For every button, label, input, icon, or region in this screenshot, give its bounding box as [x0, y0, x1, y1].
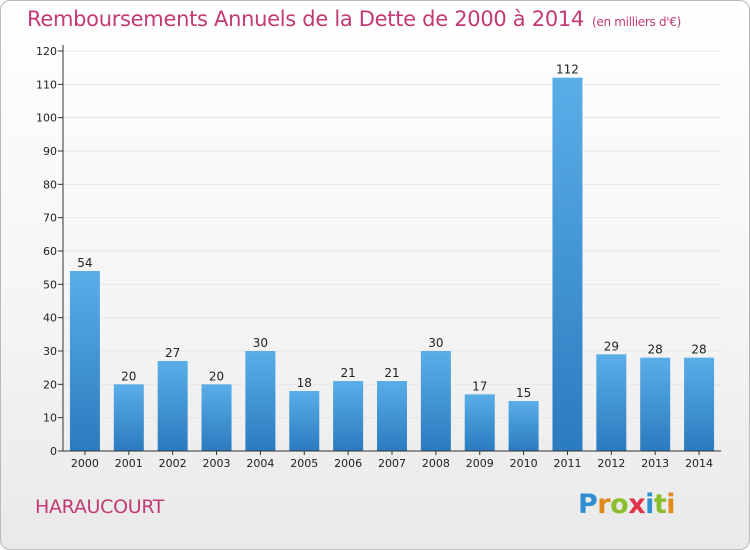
y-tick-label: 40	[43, 312, 57, 325]
logo-letter: i	[666, 489, 676, 520]
bar-2008	[420, 351, 451, 451]
data-label-2007: 21	[384, 366, 399, 380]
x-tick-label-2006: 2006	[334, 457, 362, 470]
axes	[58, 45, 721, 455]
bars	[69, 77, 715, 452]
logo-letter: i	[645, 489, 654, 520]
x-tick-label-2002: 2002	[159, 457, 187, 470]
chart-subtitle: (en milliers d'€)	[592, 15, 682, 29]
x-tick-label-2005: 2005	[290, 457, 318, 470]
bar-2011	[552, 77, 583, 452]
bar-2005	[289, 391, 320, 451]
x-tick-label-2008: 2008	[422, 457, 450, 470]
data-label-2005: 18	[297, 376, 312, 390]
bar-2012	[596, 354, 627, 451]
x-tick-label-2013: 2013	[641, 457, 669, 470]
data-label-2010: 15	[516, 386, 531, 400]
x-tick-label-2004: 2004	[246, 457, 274, 470]
x-tick-label-2001: 2001	[115, 457, 143, 470]
data-label-2008: 30	[428, 336, 443, 350]
bar-2001	[113, 384, 144, 451]
logo-letter: r	[597, 489, 611, 520]
data-label-2002: 27	[165, 346, 180, 360]
bar-2004	[245, 351, 276, 451]
logo-letter: o	[610, 489, 629, 520]
x-tick-label-2012: 2012	[597, 457, 625, 470]
bar-2010	[508, 401, 539, 451]
y-tick-label: 110	[36, 78, 57, 91]
bar-2009	[464, 394, 495, 451]
proxiti-logo: Proxiti	[578, 489, 676, 520]
bar-2006	[333, 381, 364, 451]
y-tick-label: 20	[43, 378, 57, 391]
data-label-2009: 17	[472, 379, 487, 393]
y-tick-label: 60	[43, 245, 57, 258]
x-tick-label-2003: 2003	[203, 457, 231, 470]
bar-2013	[640, 357, 671, 451]
x-tick-label-2007: 2007	[378, 457, 406, 470]
data-label-2006: 21	[340, 366, 355, 380]
title-text: Remboursements Annuels de la Dette de 20…	[27, 7, 584, 31]
x-tick-label-2010: 2010	[510, 457, 538, 470]
data-label-2014: 28	[691, 343, 706, 357]
y-tick-label: 80	[43, 178, 57, 191]
x-tick-label-2011: 2011	[553, 457, 581, 470]
x-tick-label-2000: 2000	[71, 457, 99, 470]
data-label-2011: 112	[556, 63, 579, 77]
labels: 0 10 20 30 40 50 60 70 80 90 100 110 120 54 2000 20 2001…	[36, 45, 713, 470]
logo-letter: P	[578, 489, 598, 520]
logo-letter: t	[653, 489, 667, 520]
data-label-2004: 30	[253, 336, 268, 350]
logo-letter: x	[628, 489, 646, 520]
chart-title: Remboursements Annuels de la Dette de 20…	[27, 7, 681, 31]
y-tick-label: 120	[36, 45, 57, 58]
x-tick-label-2014: 2014	[685, 457, 713, 470]
y-tick-label: 90	[43, 145, 57, 158]
y-tick-label: 30	[43, 345, 57, 358]
bar-2014	[684, 357, 715, 451]
data-label-2000: 54	[77, 256, 92, 270]
bar-2002	[157, 361, 188, 451]
bar-2003	[201, 384, 232, 451]
bar-2000	[69, 271, 100, 451]
x-tick-label-2009: 2009	[466, 457, 494, 470]
data-label-2013: 28	[648, 343, 663, 357]
data-label-2012: 29	[604, 339, 619, 353]
y-tick-label: 70	[43, 212, 57, 225]
y-tick-label: 100	[36, 112, 57, 125]
data-label-2001: 20	[121, 369, 136, 383]
y-tick-label: 0	[50, 445, 57, 458]
data-label-2003: 20	[209, 369, 224, 383]
y-tick-label: 10	[43, 412, 57, 425]
y-tick-label: 50	[43, 278, 57, 291]
location-name: HARAUCOURT	[35, 496, 165, 518]
bar-2007	[377, 381, 407, 451]
